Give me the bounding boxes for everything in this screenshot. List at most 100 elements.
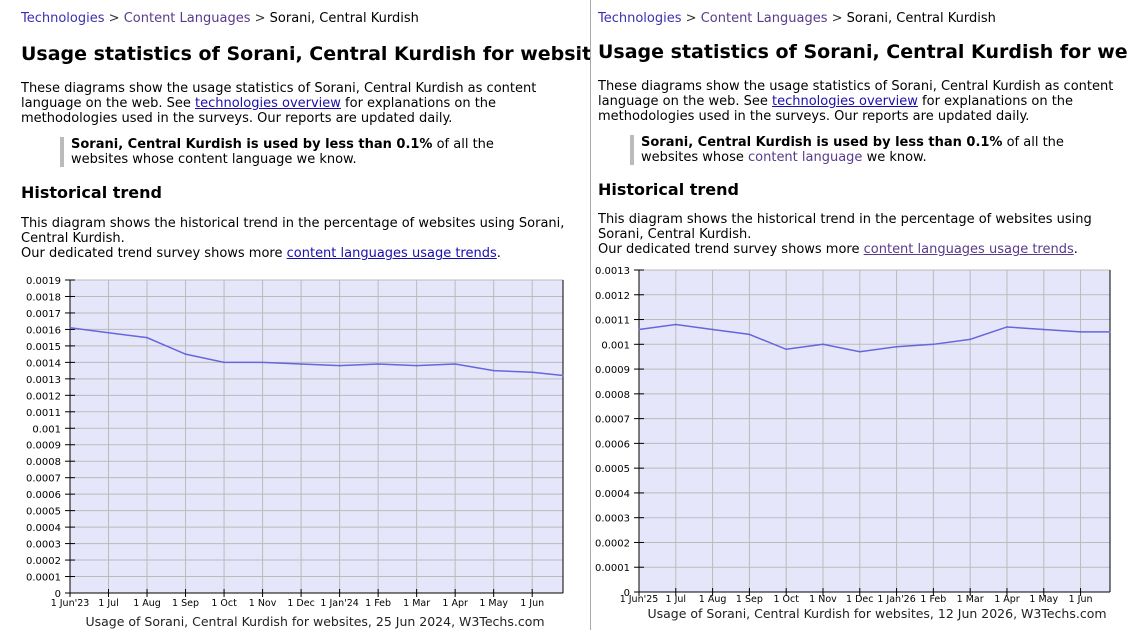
x-tick-label: 1 Aug bbox=[133, 598, 161, 609]
y-tick-label: 0.0019 bbox=[26, 276, 61, 287]
y-tick-label: 0.0001 bbox=[26, 573, 61, 584]
plot-area bbox=[639, 270, 1110, 592]
right-page: Technologies > Content Languages > Soran… bbox=[592, 0, 1128, 630]
intro-text: These diagrams show the usage statistics… bbox=[21, 81, 537, 111]
data-point bbox=[748, 333, 751, 336]
intro-text: These diagrams show the usage statistics… bbox=[598, 79, 1114, 109]
usage-summary-rest: of all the websites whose bbox=[641, 135, 1064, 165]
data-point bbox=[1079, 331, 1082, 333]
series-line bbox=[69, 327, 564, 377]
y-tick-label: 0.0012 bbox=[26, 391, 61, 402]
breadcrumb-technologies-link[interactable]: Technologies bbox=[21, 11, 105, 26]
data-point bbox=[822, 343, 824, 346]
data-point bbox=[674, 323, 677, 326]
y-tick-label: 0.0017 bbox=[26, 309, 61, 320]
y-tick-label: 0.0018 bbox=[26, 292, 61, 303]
usage-summary-end: we know. bbox=[862, 150, 927, 165]
pane-divider bbox=[590, 0, 591, 630]
y-tick-label: 0.0005 bbox=[595, 464, 630, 475]
y-tick-label: 0.0009 bbox=[26, 441, 61, 452]
breadcrumb-separator: > bbox=[254, 11, 266, 26]
y-tick-label: 0.0007 bbox=[595, 415, 630, 426]
y-tick-label: 0.001 bbox=[601, 340, 630, 351]
breadcrumb-separator: > bbox=[831, 11, 843, 26]
x-tick-label: 1 Oct bbox=[211, 598, 237, 609]
x-tick-label: 1 Apr bbox=[442, 598, 468, 609]
x-tick-label: 1 Nov bbox=[249, 598, 277, 609]
x-tick-label: 1 Sep bbox=[172, 598, 199, 609]
technologies-overview-link[interactable]: technologies overview bbox=[771, 94, 918, 109]
breadcrumb: Technologies > Content Languages > Soran… bbox=[598, 11, 996, 26]
x-tick-label: 1 Jun'23 bbox=[51, 598, 90, 609]
x-tick-label: 1 Jan'24 bbox=[320, 598, 358, 609]
trend-paragraph: This diagram shows the historical trend … bbox=[21, 216, 586, 261]
intro-text-end: for explanations on the methodologies us… bbox=[598, 94, 1074, 124]
historical-trend-chart: 0 0.0001 0.0002 0.0003 0.0004 0.0005 0.0006 0.0… bbox=[26, 276, 564, 629]
trend-text-2: Our dedicated trend survey shows more bbox=[598, 242, 864, 257]
y-tick-label: 0 bbox=[624, 588, 630, 599]
y-tick-label: 0.0007 bbox=[26, 474, 61, 485]
data-point bbox=[531, 371, 533, 374]
data-point bbox=[377, 363, 379, 365]
y-tick-label: 0.0012 bbox=[595, 291, 630, 302]
y-tick-label: 0.0015 bbox=[26, 342, 61, 353]
y-tick-label: 0.0008 bbox=[26, 457, 61, 468]
data-point bbox=[454, 363, 456, 365]
data-point bbox=[785, 348, 787, 351]
data-point bbox=[969, 338, 971, 341]
x-tick-label: 1 Jan'26 bbox=[877, 594, 915, 605]
x-tick-label: 1 Dec bbox=[287, 598, 314, 609]
content-languages-usage-trends-link[interactable]: content languages usage trends bbox=[863, 242, 1074, 257]
usage-summary-rest: of all the websites whose content langua… bbox=[71, 137, 494, 167]
y-tick-label: 0.0013 bbox=[595, 266, 630, 277]
technologies-overview-link[interactable]: technologies overview bbox=[194, 96, 341, 111]
section-title-historical-trend: Historical trend bbox=[21, 183, 162, 202]
breadcrumb-content-languages-link[interactable]: Content Languages bbox=[700, 11, 828, 26]
usage-summary-bold: Sorani, Central Kurdish is used by less … bbox=[641, 135, 1003, 150]
content-languages-usage-trends-link[interactable]: content languages usage trends bbox=[286, 246, 497, 261]
trend-text: This diagram shows the historical trend … bbox=[21, 216, 565, 246]
breadcrumb-current: Sorani, Central Kurdish bbox=[269, 11, 419, 26]
x-tick-label: 1 Jul bbox=[666, 594, 687, 605]
breadcrumb: Technologies > Content Languages > Soran… bbox=[21, 11, 419, 26]
x-tick-label: 1 Mar bbox=[957, 594, 984, 605]
intro-paragraph: These diagrams show the usage statistics… bbox=[598, 79, 1126, 124]
data-point bbox=[300, 363, 302, 365]
trend-text-end: . bbox=[1073, 242, 1078, 257]
data-point bbox=[1109, 331, 1111, 333]
usage-summary-bold: Sorani, Central Kurdish is used by less … bbox=[71, 137, 433, 152]
y-tick-label: 0.0006 bbox=[595, 439, 630, 450]
data-point bbox=[638, 328, 640, 331]
page-title: Usage statistics of Sorani, Central Kurd… bbox=[598, 41, 1128, 63]
y-tick-label: 0.0011 bbox=[26, 408, 61, 419]
chart-caption: Usage of Sorani, Central Kurdish for web… bbox=[85, 614, 544, 629]
data-point bbox=[223, 361, 225, 364]
series-line bbox=[638, 323, 1110, 353]
data-point bbox=[107, 331, 110, 334]
y-tick-label: 0.0014 bbox=[26, 358, 61, 369]
y-tick-label: 0.0016 bbox=[26, 325, 61, 336]
usage-summary-quote: Sorani, Central Kurdish is used by less … bbox=[60, 137, 541, 167]
y-tick-label: 0.0005 bbox=[26, 507, 61, 518]
x-tick-label: 1 Jun'25 bbox=[620, 594, 659, 605]
usage-summary-quote: Sorani, Central Kurdish is used by less … bbox=[630, 135, 1111, 165]
breadcrumb-technologies-link[interactable]: Technologies bbox=[598, 11, 682, 26]
data-point bbox=[69, 326, 71, 329]
breadcrumb-separator: > bbox=[108, 11, 120, 26]
data-point bbox=[492, 369, 495, 372]
data-point bbox=[338, 364, 341, 367]
y-tick-label: 0.0006 bbox=[26, 490, 61, 501]
y-tick-label: 0.0003 bbox=[595, 514, 630, 525]
x-tick-label: 1 Feb bbox=[920, 594, 946, 605]
x-tick-label: 1 Sep bbox=[736, 594, 763, 605]
x-tick-label: 1 Feb bbox=[365, 598, 391, 609]
historical-trend-chart: 0 0.0001 0.0002 0.0003 0.0004 0.0005 0.0006 0.0… bbox=[595, 266, 1111, 621]
breadcrumb-content-languages-link[interactable]: Content Languages bbox=[123, 11, 251, 26]
x-tick-label: 1 Apr bbox=[994, 594, 1020, 605]
breadcrumb-current: Sorani, Central Kurdish bbox=[846, 11, 996, 26]
data-point bbox=[1042, 328, 1045, 331]
content-language-link[interactable]: content language bbox=[748, 150, 863, 165]
plot-area bbox=[70, 280, 563, 593]
intro-paragraph: These diagrams show the usage statistics… bbox=[21, 81, 581, 126]
x-tick-label: 1 Jun bbox=[1069, 594, 1093, 605]
